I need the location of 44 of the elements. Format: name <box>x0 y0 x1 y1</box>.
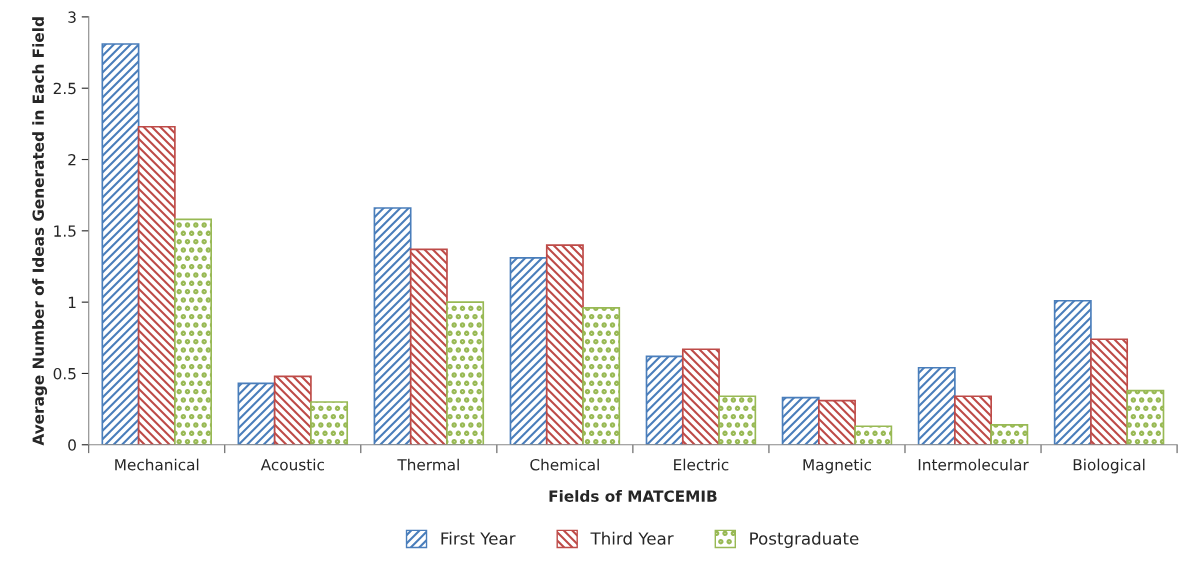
bar <box>1090 338 1129 445</box>
legend-label: First Year <box>441 531 516 545</box>
x-tick-label: Acoustic <box>260 458 324 471</box>
bar <box>781 396 820 445</box>
bar <box>174 218 213 445</box>
bar <box>582 307 621 445</box>
y-tick-label: 3 <box>68 11 76 23</box>
x-tick-label: Chemical <box>530 458 599 471</box>
bar <box>446 301 485 445</box>
bar <box>509 257 548 445</box>
y-tick-label: 0 <box>68 439 76 451</box>
bar <box>817 399 856 445</box>
y-tick-label: 1.5 <box>54 225 76 237</box>
bar <box>409 248 448 445</box>
legend-label: Third Year <box>590 531 674 545</box>
bar <box>373 207 412 445</box>
y-axis-title: Average Number of Ideas Generated in Each Field <box>32 17 48 446</box>
bar <box>681 348 720 445</box>
bar <box>645 355 684 445</box>
legend-label: Postgraduate <box>750 531 859 548</box>
y-tick-label: 2.5 <box>53 82 76 95</box>
bar <box>718 395 757 445</box>
bar <box>1053 299 1092 445</box>
bar <box>101 43 140 445</box>
y-tick-label: 2 <box>68 153 76 166</box>
x-axis-title: Fields of MATCEMIB <box>549 490 717 502</box>
bar <box>990 423 1029 445</box>
bar <box>1126 389 1165 445</box>
bar <box>954 395 992 445</box>
y-tick-label: 0.5 <box>53 367 76 380</box>
bar <box>137 125 176 445</box>
bar <box>273 375 312 445</box>
bar <box>917 366 956 445</box>
bar <box>854 425 893 445</box>
x-tick-label: Magnetic <box>803 458 871 474</box>
bar <box>237 382 276 445</box>
x-tick-label: Intermolecular <box>918 458 1029 471</box>
x-tick-label: Thermal <box>397 458 459 471</box>
bar <box>545 244 584 445</box>
x-tick-label: Electric <box>674 458 729 471</box>
x-tick-label: Mechanical <box>115 458 199 471</box>
x-tick-label: Biological <box>1073 458 1145 474</box>
y-tick-label: 1 <box>68 296 76 308</box>
bar <box>310 401 349 445</box>
